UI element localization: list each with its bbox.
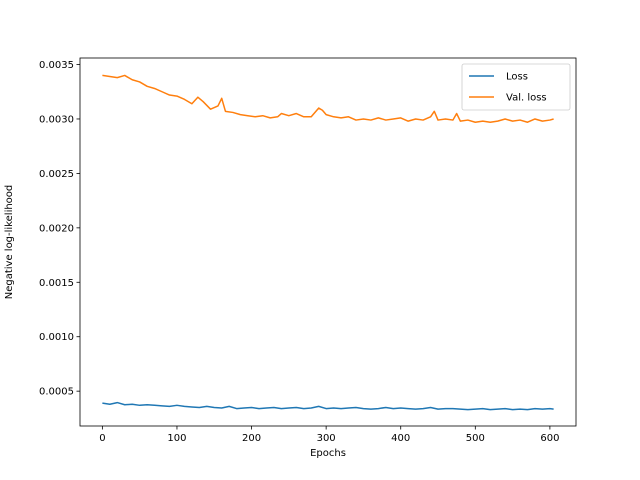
y-tick-label: 0.0005 — [39, 387, 74, 398]
plot-lines — [102, 74, 554, 411]
y-tick-label: 0.0030 — [39, 114, 74, 125]
x-axis-label: Epochs — [310, 448, 346, 459]
legend-entry-label: Loss — [506, 72, 528, 83]
legend-entry-label: Val. loss — [506, 93, 547, 104]
plot-frame — [79, 57, 577, 427]
x-tick-label: 100 — [167, 433, 186, 444]
legend: Loss Val. loss — [461, 63, 571, 111]
y-axis-ticks: 0.0005 0.0010 0.0015 0.0020 0.0025 0.0030 0.00… — [39, 60, 80, 398]
y-tick-label: 0.0035 — [39, 60, 74, 71]
y-axis-label: Negative log-likelihood — [4, 185, 15, 300]
x-tick-label: 300 — [317, 433, 336, 444]
x-tick-label: 500 — [466, 433, 485, 444]
y-tick-label: 0.0015 — [39, 278, 74, 289]
x-axis-ticks: 0 100 200 300 400 500 600 — [99, 426, 559, 444]
y-tick-label: 0.0025 — [39, 169, 74, 180]
y-tick-label: 0.0010 — [39, 332, 74, 343]
series-line-loss — [102, 401, 554, 411]
x-tick-label: 200 — [242, 433, 261, 444]
x-tick-label: 400 — [391, 433, 410, 444]
x-tick-label: 0 — [99, 433, 105, 444]
x-tick-label: 600 — [540, 433, 559, 444]
y-tick-label: 0.0020 — [39, 223, 74, 234]
series-line-val-loss — [102, 74, 554, 123]
